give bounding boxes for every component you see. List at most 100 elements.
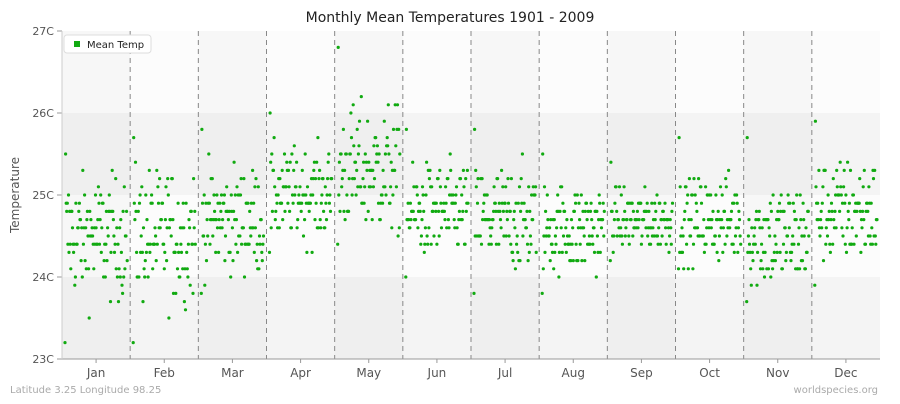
data-point-apr <box>305 250 309 254</box>
data-point-oct <box>718 185 723 189</box>
x-tick-label-feb: Feb <box>154 366 175 380</box>
data-point-mar <box>211 234 215 238</box>
data-point-jun <box>438 185 442 189</box>
x-tick-label-dec: Dec <box>834 366 857 380</box>
data-point-jul <box>509 177 513 181</box>
data-point-oct <box>689 234 693 238</box>
data-point-jun <box>437 209 441 213</box>
data-point-sep <box>635 209 640 213</box>
data-point-jul <box>528 234 533 238</box>
data-point-jan <box>65 201 69 205</box>
data-point-jul <box>492 209 496 213</box>
data-point-feb <box>185 267 189 271</box>
data-point-apr <box>315 160 319 164</box>
data-point-oct <box>717 234 722 238</box>
data-point-oct <box>729 218 733 222</box>
data-point-feb <box>166 177 170 181</box>
data-point-nov <box>790 250 794 254</box>
data-point-jun <box>445 226 449 230</box>
data-point-sep <box>613 201 617 205</box>
data-point-sep <box>645 201 649 205</box>
data-point-jul <box>489 242 493 246</box>
data-point-mar <box>232 160 236 164</box>
data-point-aug <box>540 291 544 295</box>
data-point-sep <box>637 218 641 222</box>
data-point-sep <box>611 250 615 254</box>
data-point-oct <box>699 201 704 205</box>
data-point-aug <box>598 250 602 254</box>
data-point-oct <box>704 185 708 189</box>
data-point-feb <box>176 201 180 205</box>
data-point-jan <box>66 242 70 246</box>
data-point-jun <box>449 168 453 172</box>
data-point-feb <box>153 226 157 230</box>
data-point-feb <box>163 250 167 254</box>
data-point-mar <box>203 242 207 246</box>
data-point-may <box>349 136 354 140</box>
data-point-oct <box>712 242 716 246</box>
data-point-sep <box>664 242 668 246</box>
data-point-feb <box>163 218 167 222</box>
data-point-jan <box>123 267 127 271</box>
data-point-mar <box>212 193 216 197</box>
data-point-sep <box>631 234 635 238</box>
data-point-jul <box>531 218 535 222</box>
data-point-aug <box>586 209 590 213</box>
data-point-jun <box>426 242 430 246</box>
data-point-jan <box>97 201 101 205</box>
data-point-apr <box>300 201 304 205</box>
data-point-may <box>366 209 370 213</box>
data-point-jul <box>524 226 529 230</box>
data-point-mar <box>205 218 209 222</box>
footer-location: Latitude 3.25 Longitude 98.25 <box>10 385 161 396</box>
data-point-nov <box>749 283 753 287</box>
data-point-may <box>386 144 390 148</box>
data-point-jun <box>464 177 468 181</box>
data-point-aug <box>548 259 552 263</box>
data-point-mar <box>255 242 259 246</box>
data-point-jan <box>76 226 80 230</box>
data-point-jul <box>513 226 517 230</box>
data-point-feb <box>183 308 188 312</box>
data-point-jun <box>419 234 423 238</box>
data-point-jan <box>105 259 109 263</box>
data-point-sep <box>669 226 673 230</box>
data-point-jan <box>70 226 75 230</box>
data-point-dec <box>813 283 817 287</box>
data-point-aug <box>557 275 561 279</box>
data-point-apr <box>273 185 277 189</box>
data-point-oct <box>735 193 739 197</box>
data-point-sep <box>647 209 651 213</box>
data-point-may <box>384 193 388 197</box>
data-point-dec <box>828 250 833 254</box>
data-point-oct <box>680 226 684 230</box>
data-point-apr <box>314 201 318 205</box>
data-point-nov <box>786 193 790 197</box>
data-point-may <box>390 226 394 230</box>
data-point-sep <box>609 160 613 164</box>
data-point-apr <box>305 185 310 189</box>
data-point-feb <box>152 242 157 246</box>
data-point-dec <box>842 185 846 189</box>
data-point-oct <box>682 218 686 222</box>
data-point-nov <box>773 259 778 263</box>
data-point-jan <box>68 242 72 246</box>
data-point-nov <box>762 275 767 279</box>
data-point-feb <box>143 275 147 279</box>
data-point-jan <box>63 341 67 345</box>
data-point-jun <box>444 201 448 205</box>
data-point-nov <box>755 283 759 287</box>
data-point-mar <box>253 185 257 189</box>
data-point-oct <box>692 177 696 181</box>
data-point-feb <box>158 177 162 181</box>
data-point-aug <box>574 242 578 246</box>
data-point-mar <box>218 201 222 205</box>
data-point-mar <box>242 177 246 181</box>
data-point-dec <box>865 201 869 205</box>
data-point-apr <box>308 201 312 205</box>
data-point-mar <box>223 259 227 263</box>
data-point-mar <box>219 193 224 197</box>
data-point-dec <box>843 201 847 205</box>
data-point-jun <box>415 185 419 189</box>
data-point-may <box>366 119 370 123</box>
